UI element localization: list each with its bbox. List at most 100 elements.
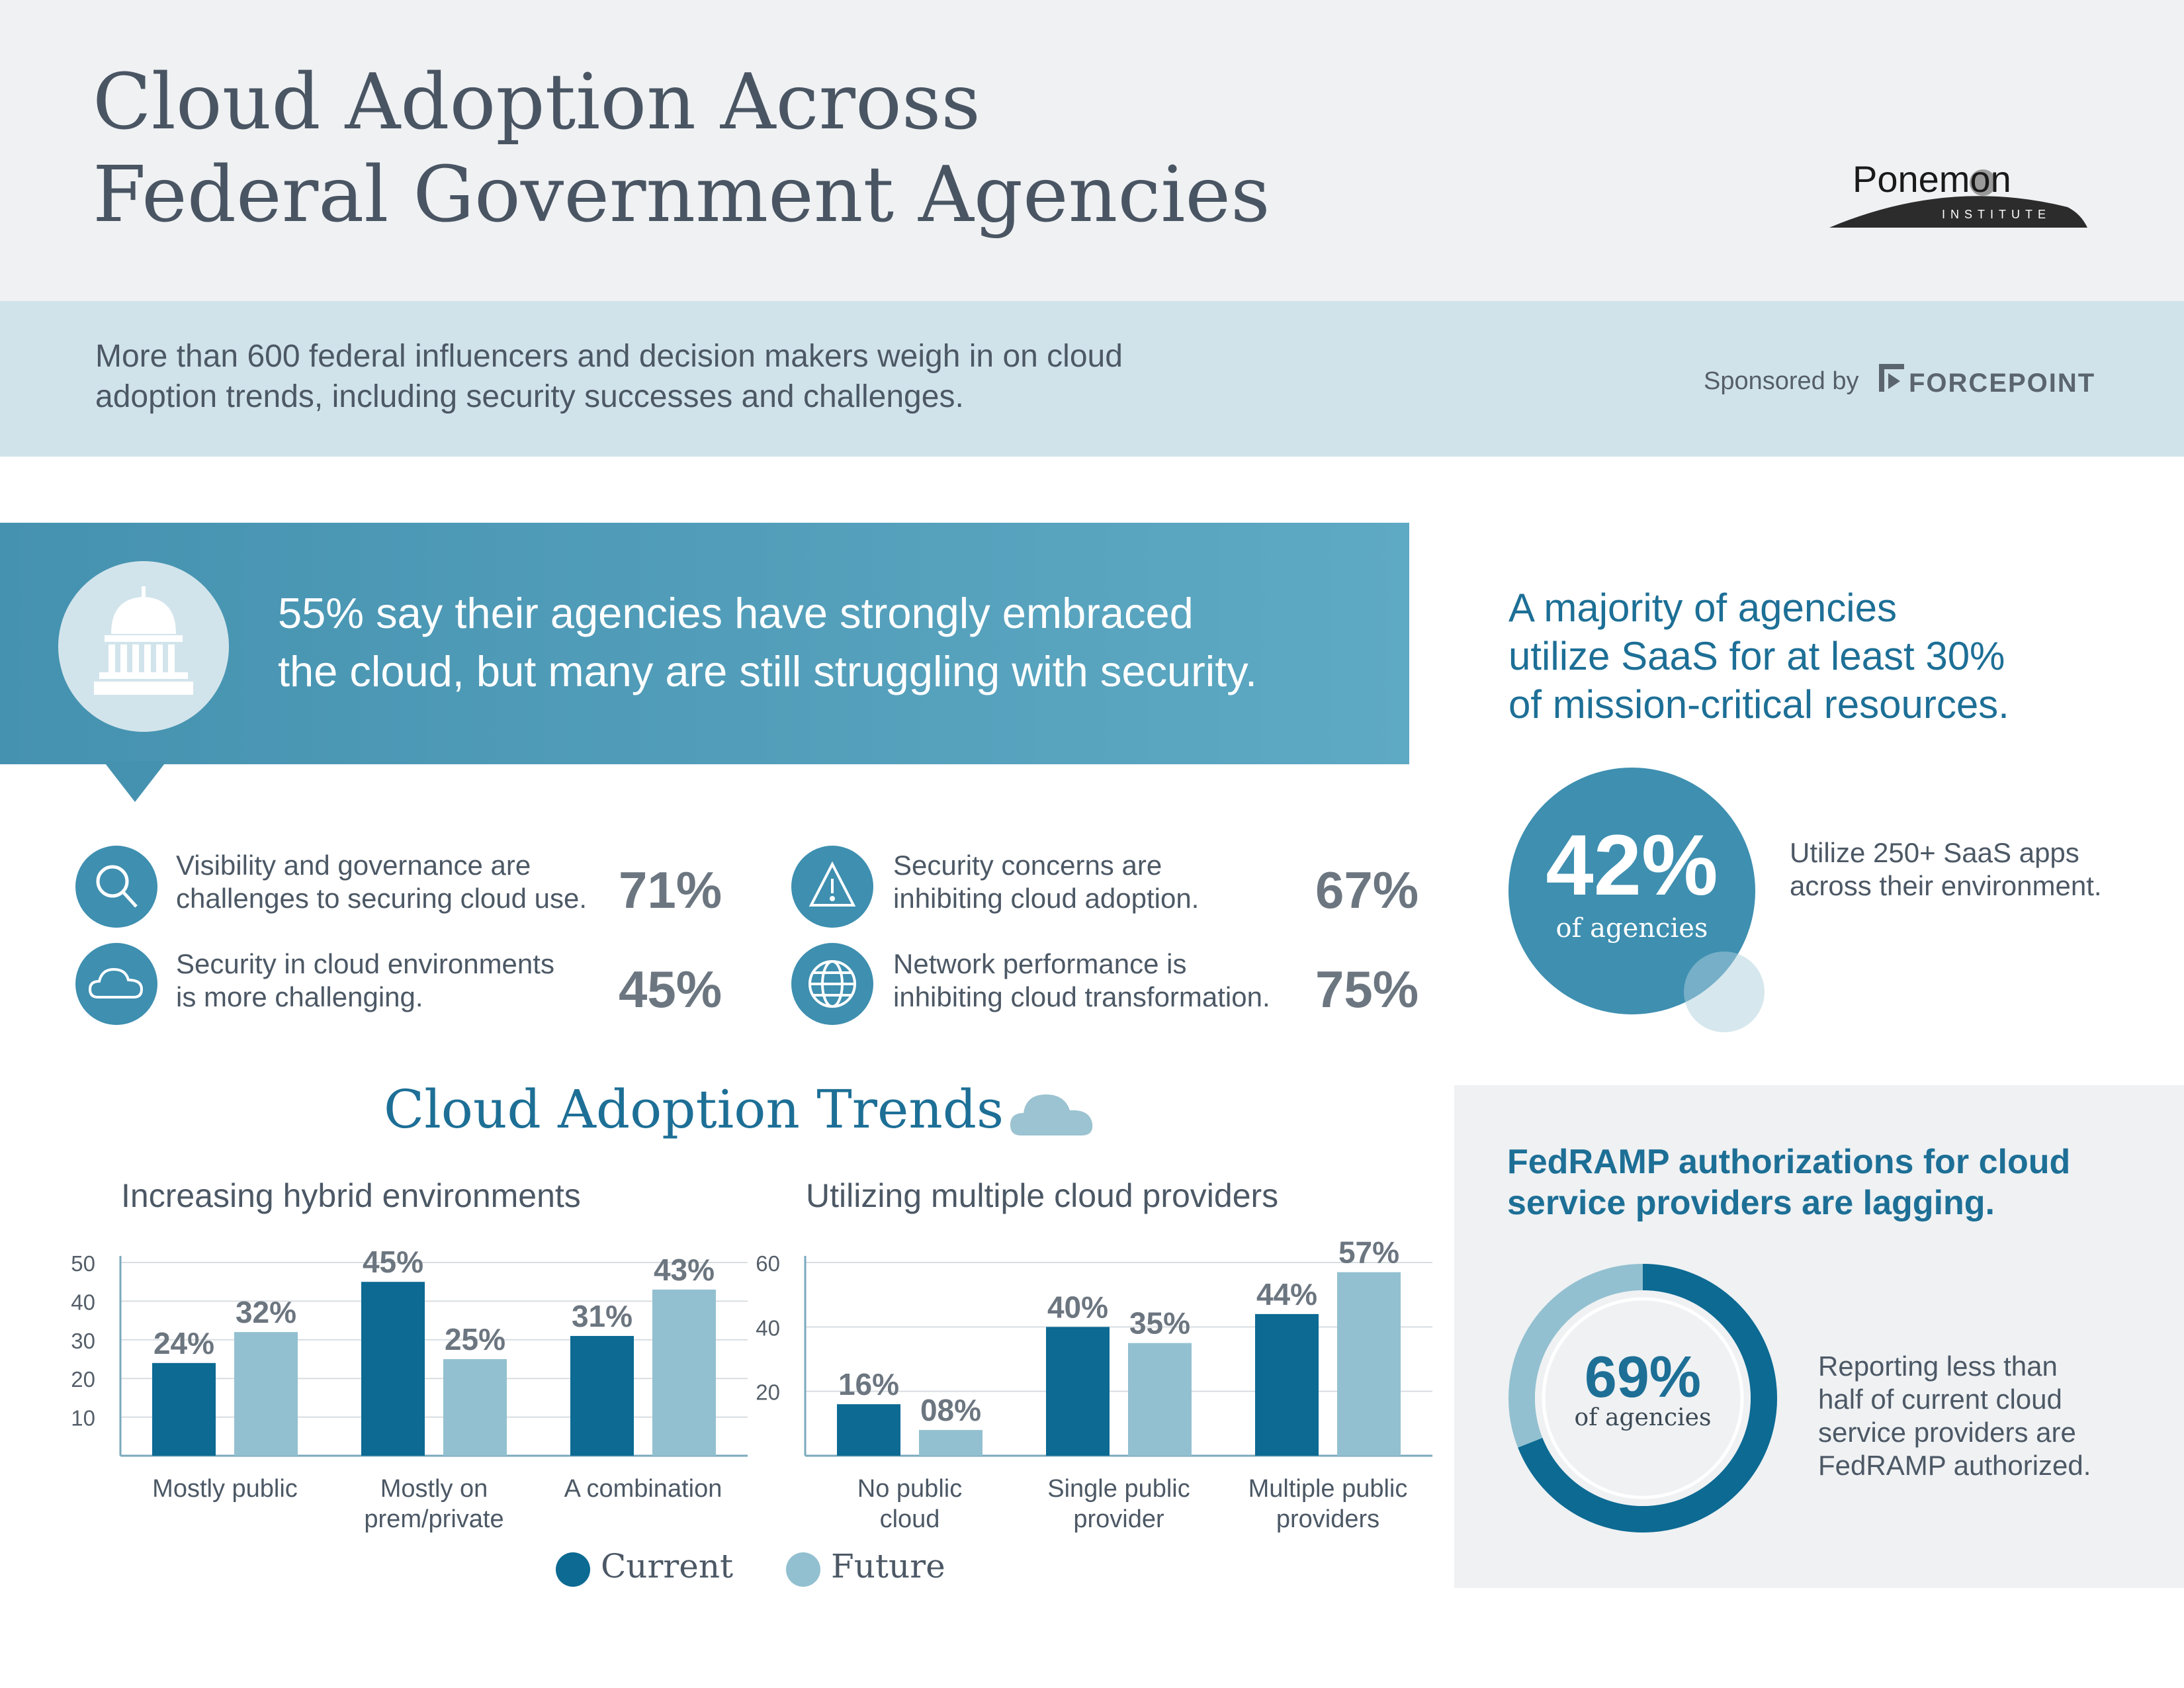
intro-band bbox=[0, 301, 2184, 457]
fedramp-title-line: service providers are lagging. bbox=[1507, 1184, 1995, 1222]
intro-line-2: adoption trends, including security succ… bbox=[95, 379, 964, 414]
logo-name: Ponemon bbox=[1853, 158, 2011, 200]
bar-current bbox=[570, 1335, 634, 1456]
page-title: Cloud Adoption Across Federal Government… bbox=[93, 56, 1416, 242]
headline-banner bbox=[0, 523, 1409, 764]
legend-current-swatch bbox=[556, 1552, 590, 1587]
fedramp-donut-chart bbox=[1508, 1264, 1777, 1533]
bar-value-label: 24% bbox=[153, 1326, 214, 1360]
ponemon-logo: Ponemon INSTITUTE bbox=[1829, 157, 2087, 230]
banner-headline: 55% say their agencies have strongly emb… bbox=[278, 584, 1370, 701]
bar-future bbox=[443, 1359, 507, 1456]
forcepoint-logo-icon bbox=[1879, 364, 1904, 392]
y-tick-label: 10 bbox=[71, 1406, 95, 1431]
y-tick-label: 50 bbox=[71, 1251, 95, 1276]
stat-line: Security in cloud environments bbox=[176, 948, 554, 979]
title-line-2: Federal Government Agencies bbox=[93, 150, 1270, 240]
donut-value-arc bbox=[1518, 1264, 1777, 1533]
fedramp-desc-line: service providers are bbox=[1818, 1417, 2076, 1448]
x-category-label: A combination bbox=[564, 1475, 722, 1503]
chart-title: Increasing hybrid environments bbox=[121, 1177, 581, 1214]
y-tick-label: 20 bbox=[71, 1367, 95, 1392]
fedramp-heading: FedRAMP authorizations for cloud service… bbox=[1507, 1141, 2136, 1223]
saas-line: utilize SaaS for at least 30% bbox=[1508, 634, 2005, 678]
stat-line: Security concerns are bbox=[893, 850, 1162, 881]
stat-line: inhibiting cloud adoption. bbox=[893, 883, 1200, 914]
warning-icon bbox=[791, 846, 873, 928]
trends-title: Cloud Adoption Trends bbox=[384, 1079, 1004, 1140]
bar-future bbox=[1128, 1343, 1192, 1456]
saas-stat-value: 42% bbox=[1546, 817, 1718, 913]
sponsor-name: FORCEPOINT bbox=[1909, 369, 2096, 398]
stat-security-concerns: Security concerns are inhibiting cloud a… bbox=[893, 849, 1290, 915]
intro-line-1: More than 600 federal influencers and de… bbox=[95, 339, 1123, 374]
banner-icon-circle bbox=[58, 561, 229, 732]
logo-swoosh-icon bbox=[1829, 169, 2087, 228]
stat-line: inhibiting cloud transformation. bbox=[893, 981, 1270, 1012]
saas-desc-line: Utilize 250+ SaaS apps bbox=[1790, 837, 2079, 868]
y-tick-label: 30 bbox=[71, 1329, 95, 1353]
bar-current bbox=[1046, 1327, 1110, 1456]
saas-desc-line: across their environment. bbox=[1790, 870, 2102, 901]
logo-subtitle: INSTITUTE bbox=[1942, 208, 2051, 221]
donut-hole bbox=[1535, 1290, 1751, 1506]
intro-text: More than 600 federal influencers and de… bbox=[95, 336, 1286, 417]
bar-value-label: 57% bbox=[1338, 1235, 1399, 1270]
saas-line: A majority of agencies bbox=[1508, 586, 1897, 630]
stat-value: 71% bbox=[619, 861, 722, 919]
fedramp-desc-line: FedRAMP authorized. bbox=[1818, 1450, 2091, 1481]
bar-current bbox=[1255, 1313, 1319, 1456]
y-tick-label: 60 bbox=[756, 1251, 780, 1276]
stat-visibility: Visibility and governance are challenges… bbox=[176, 849, 613, 915]
hybrid-environments-chart: 10 20 30 40 50 24% 32% Mostly public 45% 25% Mostl… bbox=[71, 1245, 748, 1533]
stat-cloud-security: Security in cloud environments is more c… bbox=[176, 948, 613, 1014]
banner-line-1: 55% say their agencies have strongly emb… bbox=[278, 589, 1194, 637]
bar-value-label: 32% bbox=[236, 1295, 296, 1329]
x-category-label: provider bbox=[1073, 1505, 1164, 1533]
header bbox=[0, 0, 2184, 301]
y-tick-label: 40 bbox=[71, 1290, 95, 1314]
x-category-label: Multiple public bbox=[1248, 1475, 1408, 1503]
fedramp-stat-value: 69% bbox=[1584, 1344, 1702, 1409]
bar-value-label: 25% bbox=[445, 1322, 505, 1356]
bar-current bbox=[152, 1362, 216, 1456]
bar-current bbox=[837, 1404, 900, 1456]
cloud-icon bbox=[75, 943, 157, 1025]
stat-value: 67% bbox=[1315, 861, 1419, 919]
stat-line: Visibility and governance are bbox=[176, 850, 531, 881]
x-category-label: Mostly public bbox=[152, 1475, 298, 1503]
saas-line: of mission-critical resources. bbox=[1508, 682, 2009, 727]
stat-line: Network performance is bbox=[893, 948, 1187, 979]
bar-future bbox=[1337, 1272, 1401, 1456]
stat-value: 45% bbox=[619, 960, 722, 1018]
bar-future bbox=[234, 1332, 298, 1456]
capitol-building-icon bbox=[94, 586, 193, 695]
bar-value-label: 35% bbox=[1129, 1306, 1190, 1341]
bar-value-label: 40% bbox=[1047, 1290, 1108, 1324]
bar-value-label: 08% bbox=[920, 1393, 981, 1427]
x-category-label: cloud bbox=[880, 1505, 940, 1533]
stat-network-performance: Network performance is inhibiting cloud … bbox=[893, 948, 1303, 1014]
saas-stat-caption: of agencies bbox=[1555, 913, 1708, 944]
banner-pointer bbox=[103, 761, 167, 802]
decorative-bubble bbox=[1684, 952, 1765, 1032]
stat-value: 75% bbox=[1315, 960, 1419, 1018]
bar-current bbox=[361, 1282, 425, 1456]
y-tick-label: 40 bbox=[756, 1315, 780, 1340]
fedramp-desc-line: Reporting less than bbox=[1818, 1351, 2058, 1382]
stat-line: is more challenging. bbox=[176, 981, 423, 1012]
x-category-label: Single public bbox=[1047, 1475, 1190, 1503]
x-category-label: Mostly on bbox=[380, 1475, 488, 1503]
banner-line-2: the cloud, but many are still struggling… bbox=[278, 647, 1258, 695]
magnifier-icon bbox=[75, 846, 157, 928]
chart-title: Utilizing multiple cloud providers bbox=[806, 1177, 1279, 1214]
globe-icon bbox=[791, 943, 873, 1025]
bar-value-label: 45% bbox=[363, 1245, 423, 1279]
x-category-label: No public bbox=[857, 1475, 962, 1503]
bar-value-label: 44% bbox=[1256, 1277, 1317, 1311]
bar-future bbox=[652, 1289, 716, 1456]
y-tick-label: 20 bbox=[756, 1380, 780, 1405]
fedramp-title-line: FedRAMP authorizations for cloud bbox=[1507, 1143, 2071, 1181]
bar-value-label: 16% bbox=[838, 1367, 899, 1401]
legend-current-label: Current bbox=[601, 1547, 734, 1585]
